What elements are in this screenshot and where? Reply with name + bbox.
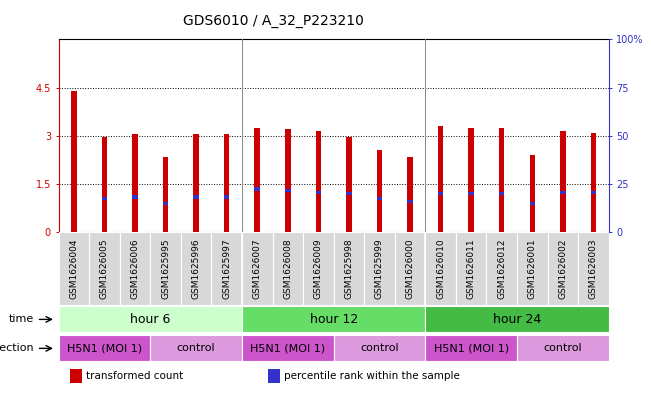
Bar [285, 129, 290, 233]
Bar [273, 233, 303, 305]
Text: GSM1626006: GSM1626006 [130, 238, 139, 299]
Bar [242, 233, 273, 305]
Bar [212, 233, 242, 305]
Bar [255, 187, 260, 191]
Text: control: control [360, 343, 399, 353]
Bar [560, 191, 566, 194]
Bar [529, 155, 535, 233]
Bar [456, 233, 486, 305]
Text: GSM1626008: GSM1626008 [283, 238, 292, 299]
Text: GSM1626004: GSM1626004 [70, 238, 78, 299]
Bar [120, 233, 150, 305]
Bar [316, 191, 321, 194]
Bar [590, 191, 596, 194]
Text: GSM1626009: GSM1626009 [314, 238, 323, 299]
Text: control: control [544, 343, 582, 353]
Bar [486, 233, 517, 305]
Bar [469, 128, 474, 233]
Text: H5N1 (MOI 1): H5N1 (MOI 1) [67, 343, 142, 353]
Bar [242, 335, 334, 362]
Text: percentile rank within the sample: percentile rank within the sample [284, 371, 460, 381]
Bar [517, 233, 547, 305]
Bar [102, 197, 107, 200]
Bar [408, 157, 413, 233]
Text: time: time [8, 314, 34, 324]
Bar [285, 189, 290, 192]
Bar [316, 131, 321, 233]
Bar [499, 128, 505, 233]
Text: GSM1626003: GSM1626003 [589, 238, 598, 299]
Text: GSM1625997: GSM1625997 [222, 238, 231, 299]
Bar [364, 233, 395, 305]
Bar [303, 233, 334, 305]
Text: GSM1626000: GSM1626000 [406, 238, 415, 299]
Bar [132, 195, 138, 199]
Text: GSM1625998: GSM1625998 [344, 238, 353, 299]
Text: GSM1626012: GSM1626012 [497, 238, 506, 299]
Bar [590, 133, 596, 233]
Bar [163, 157, 169, 233]
Bar [89, 233, 120, 305]
Bar [578, 233, 609, 305]
Bar [150, 233, 181, 305]
Bar [224, 134, 229, 233]
Text: GSM1626010: GSM1626010 [436, 238, 445, 299]
Bar [346, 192, 352, 195]
Bar [181, 233, 212, 305]
Bar [268, 369, 280, 382]
Text: GDS6010 / A_32_P223210: GDS6010 / A_32_P223210 [183, 13, 364, 28]
Text: GSM1626011: GSM1626011 [467, 238, 476, 299]
Bar [193, 134, 199, 233]
Bar [150, 335, 242, 362]
Text: GSM1626005: GSM1626005 [100, 238, 109, 299]
Bar [425, 307, 609, 332]
Bar [408, 200, 413, 204]
Text: H5N1 (MOI 1): H5N1 (MOI 1) [434, 343, 508, 353]
Text: GSM1625999: GSM1625999 [375, 238, 384, 299]
Bar [425, 233, 456, 305]
Text: infection: infection [0, 343, 34, 353]
Bar [346, 138, 352, 233]
Bar [163, 202, 169, 205]
Bar [547, 233, 578, 305]
Text: hour 24: hour 24 [493, 313, 541, 326]
Bar [529, 202, 535, 205]
Bar [377, 197, 382, 200]
Bar [469, 192, 474, 195]
Bar [59, 335, 150, 362]
Bar [517, 335, 609, 362]
Text: hour 6: hour 6 [130, 313, 171, 326]
Bar [224, 195, 229, 199]
Bar [71, 91, 77, 233]
Bar [438, 192, 443, 195]
Bar [499, 192, 505, 195]
Text: H5N1 (MOI 1): H5N1 (MOI 1) [250, 343, 326, 353]
Bar [425, 335, 517, 362]
Text: hour 12: hour 12 [309, 313, 358, 326]
Text: GSM1626007: GSM1626007 [253, 238, 262, 299]
Bar [102, 138, 107, 233]
Text: GSM1626001: GSM1626001 [528, 238, 537, 299]
Bar [334, 233, 364, 305]
Text: GSM1626002: GSM1626002 [559, 238, 567, 299]
Bar [395, 233, 425, 305]
Bar [242, 307, 425, 332]
Bar [377, 151, 382, 233]
Bar [438, 126, 443, 233]
Bar [334, 335, 425, 362]
Text: control: control [177, 343, 215, 353]
Bar [255, 128, 260, 233]
Text: transformed count: transformed count [86, 371, 184, 381]
Text: GSM1625996: GSM1625996 [191, 238, 201, 299]
Bar [59, 307, 242, 332]
Bar [59, 233, 89, 305]
Bar [193, 195, 199, 199]
Bar [132, 134, 138, 233]
Bar [560, 131, 566, 233]
Bar [70, 369, 81, 382]
Text: GSM1625995: GSM1625995 [161, 238, 170, 299]
